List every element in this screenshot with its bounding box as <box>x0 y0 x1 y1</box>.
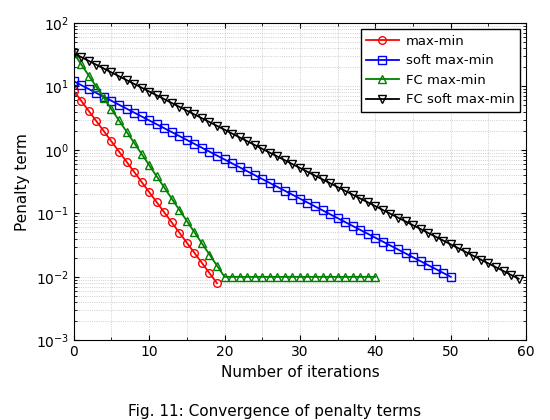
FC max-min <box>267 274 273 279</box>
FC soft max-min <box>146 89 152 94</box>
FC max-min <box>251 274 258 279</box>
FC max-min <box>206 252 213 257</box>
Line: FC soft max-min: FC soft max-min <box>70 50 522 283</box>
X-axis label: Number of iterations: Number of iterations <box>221 365 380 380</box>
max-min <box>123 159 130 164</box>
FC max-min <box>146 163 152 168</box>
max-min <box>184 240 190 245</box>
FC max-min <box>229 274 235 279</box>
max-min <box>206 270 213 276</box>
FC max-min <box>365 274 371 279</box>
max-min <box>131 169 138 174</box>
FC max-min <box>153 174 160 179</box>
FC max-min <box>357 274 364 279</box>
FC soft max-min <box>515 276 522 281</box>
FC soft max-min <box>221 127 228 132</box>
FC soft max-min <box>70 51 77 56</box>
soft max-min <box>70 79 77 84</box>
soft max-min <box>342 220 349 225</box>
FC max-min <box>161 185 168 190</box>
FC max-min <box>244 274 250 279</box>
Line: soft max-min: soft max-min <box>70 77 455 281</box>
FC max-min <box>78 62 85 67</box>
FC max-min <box>320 274 326 279</box>
Y-axis label: Penalty term: Penalty term <box>15 133 30 231</box>
FC max-min <box>342 274 349 279</box>
FC max-min <box>184 218 190 223</box>
FC max-min <box>236 274 243 279</box>
soft max-min <box>440 270 447 276</box>
max-min <box>78 98 85 103</box>
soft max-min <box>448 274 454 279</box>
soft max-min <box>184 137 190 142</box>
FC max-min <box>304 274 311 279</box>
soft max-min <box>153 122 160 127</box>
FC soft max-min <box>199 116 205 121</box>
FC max-min <box>85 73 92 78</box>
FC max-min <box>221 274 228 279</box>
FC soft max-min <box>214 123 221 129</box>
soft max-min <box>191 141 197 146</box>
FC max-min <box>334 274 341 279</box>
max-min <box>146 189 152 194</box>
max-min <box>93 118 100 123</box>
FC max-min <box>123 129 130 134</box>
FC max-min <box>176 207 183 213</box>
max-min <box>70 88 77 93</box>
FC max-min <box>214 263 221 268</box>
Text: Fig. 11: Convergence of penalty terms: Fig. 11: Convergence of penalty terms <box>129 404 421 419</box>
FC max-min <box>138 151 145 156</box>
FC soft max-min <box>184 108 190 113</box>
FC max-min <box>259 274 266 279</box>
FC max-min <box>116 118 122 123</box>
max-min <box>116 149 122 154</box>
soft max-min <box>320 208 326 213</box>
max-min <box>85 108 92 113</box>
FC max-min <box>282 274 288 279</box>
Legend: max-min, soft max-min, FC max-min, FC soft max-min: max-min, soft max-min, FC max-min, FC so… <box>361 29 520 112</box>
FC max-min <box>312 274 318 279</box>
FC max-min <box>108 107 115 112</box>
max-min <box>138 179 145 184</box>
FC max-min <box>349 274 356 279</box>
max-min <box>199 260 205 265</box>
FC max-min <box>289 274 296 279</box>
Line: max-min: max-min <box>70 87 221 287</box>
FC max-min <box>191 230 197 235</box>
FC max-min <box>372 274 378 279</box>
FC max-min <box>70 51 77 56</box>
max-min <box>101 129 107 134</box>
max-min <box>161 210 168 215</box>
max-min <box>176 230 183 235</box>
FC max-min <box>131 140 138 145</box>
FC max-min <box>274 274 280 279</box>
max-min <box>153 200 160 205</box>
FC max-min <box>168 196 175 201</box>
max-min <box>191 250 197 255</box>
max-min <box>168 220 175 225</box>
FC max-min <box>199 241 205 246</box>
Line: FC max-min: FC max-min <box>70 50 379 281</box>
max-min <box>108 139 115 144</box>
FC max-min <box>93 84 100 89</box>
FC max-min <box>327 274 333 279</box>
FC soft max-min <box>349 192 356 197</box>
FC max-min <box>101 95 107 100</box>
FC max-min <box>296 274 303 279</box>
max-min <box>214 281 221 286</box>
